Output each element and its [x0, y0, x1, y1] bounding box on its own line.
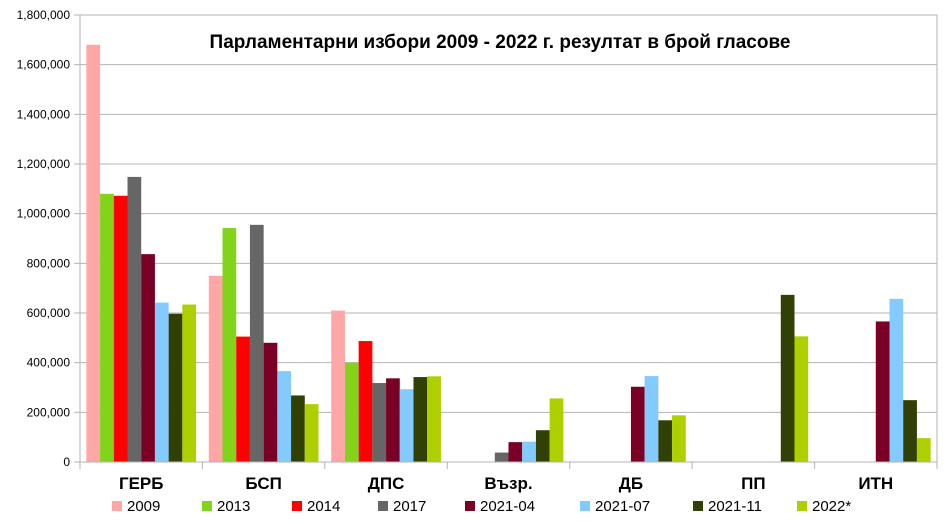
- y-tick-label: 1,800,000: [17, 8, 71, 22]
- legend-label: 2021-04: [480, 498, 535, 515]
- bar-БСП-2022*: [304, 404, 319, 462]
- y-tick-label: 600,000: [27, 306, 71, 320]
- y-tick-label: 800,000: [27, 256, 71, 270]
- y-tick-label: 400,000: [27, 356, 71, 370]
- legend-label: 2009: [127, 498, 160, 515]
- bar-ДПС-2017: [372, 383, 387, 462]
- legend-swatch-2013: [202, 501, 212, 511]
- legend-swatch-2021-11: [693, 501, 703, 511]
- plot-frame: [79, 14, 938, 463]
- bar-ДБ-2021-07: [644, 376, 659, 462]
- y-tick-label: 1,600,000: [17, 58, 71, 72]
- y-tick-labels: 0 200,000 400,000 600,000 800,000 1,000,000 1,…: [17, 8, 71, 469]
- bar-Възр.-2017: [494, 452, 509, 462]
- legend-swatch-2021-04: [465, 501, 475, 511]
- category-label: Възр.: [484, 474, 532, 493]
- bar-ГЕРБ-2021-04: [141, 254, 155, 462]
- y-tick-label: 1,200,000: [17, 157, 71, 171]
- bar-ГЕРБ-2021-07: [154, 302, 169, 462]
- legend-label: 2021-07: [595, 498, 650, 515]
- bar-ДПС-2021-07: [399, 389, 414, 462]
- bar-ДПС-2021-11: [413, 377, 428, 462]
- category-labels: ГЕРБ БСП ДПС Възр. ДБ ПП ИТН: [119, 474, 893, 493]
- bar-Възр.-2021-07: [522, 441, 536, 462]
- y-tick-label: 1,000,000: [17, 207, 71, 221]
- bar-БСП-2021-07: [277, 371, 292, 462]
- bar-ДБ-2021-04: [630, 386, 645, 462]
- legend: 2009 2013 2014 2017 2021-04 2021-07 2021-11 202…: [112, 498, 851, 515]
- bar-БСП-2021-04: [263, 342, 278, 462]
- category-label: ГЕРБ: [119, 474, 164, 493]
- bar-ГЕРБ-2017: [127, 176, 142, 462]
- category-label: ДПС: [368, 474, 405, 493]
- bar-ДПС-2013: [344, 362, 359, 462]
- bar-ДПС-2009: [331, 310, 345, 462]
- category-label: БСП: [245, 474, 282, 493]
- legend-swatch-2022*: [797, 501, 807, 511]
- bar-ДПС-2014: [358, 341, 373, 462]
- category-label: ДБ: [619, 474, 643, 493]
- bar-ГЕРБ-2014: [113, 195, 128, 462]
- category-label: ИТН: [858, 474, 893, 493]
- y-tick-label: 1,400,000: [17, 107, 71, 121]
- bar-ДПС-2022*: [427, 376, 441, 462]
- bar-ГЕРБ-2009: [86, 44, 101, 463]
- y-tick-label: 0: [63, 455, 70, 469]
- bar-Възр.-2021-04: [508, 442, 523, 462]
- bar-ИТН-2021-11: [903, 400, 917, 462]
- bar-ДПС-2021-04: [386, 378, 400, 462]
- bar-ИТН-2021-04: [875, 321, 890, 462]
- bar-Възр.-2021-11: [535, 430, 550, 462]
- y-tick-label: 200,000: [27, 405, 71, 419]
- bar-ПП-2022*: [794, 336, 809, 462]
- bars: [86, 44, 931, 463]
- bar-БСП-2017: [249, 224, 264, 462]
- legend-swatch-2017: [378, 501, 388, 511]
- bar-БСП-2009: [208, 275, 223, 462]
- legend-label: 2014: [307, 498, 340, 515]
- bar-ГЕРБ-2022*: [182, 304, 197, 462]
- legend-label: 2013: [217, 498, 250, 515]
- bar-ГЕРБ-2021-11: [168, 313, 183, 462]
- bar-БСП-2014: [236, 336, 250, 462]
- legend-label: 2021-11: [708, 498, 762, 515]
- bar-ПП-2021-11: [780, 294, 795, 462]
- bar-ИТН-2022*: [916, 438, 931, 462]
- axes: [74, 14, 938, 469]
- bar-ГЕРБ-2013: [100, 193, 114, 463]
- bar-ДБ-2021-11: [658, 420, 673, 462]
- bar-БСП-2021-11: [291, 395, 305, 462]
- bar-Възр.-2022*: [549, 398, 564, 462]
- bar-ИТН-2021-07: [889, 298, 904, 462]
- category-label: ПП: [741, 474, 765, 493]
- legend-label: 2017: [393, 498, 426, 515]
- bar-ДБ-2022*: [672, 415, 686, 462]
- legend-swatch-2021-07: [580, 501, 590, 511]
- legend-swatch-2009: [112, 501, 122, 511]
- legend-label: 2022*: [812, 498, 851, 515]
- chart-title: Парламентарни избори 2009 - 2022 г. резу…: [210, 32, 791, 53]
- legend-swatch-2014: [292, 501, 302, 511]
- bar-БСП-2013: [222, 228, 237, 462]
